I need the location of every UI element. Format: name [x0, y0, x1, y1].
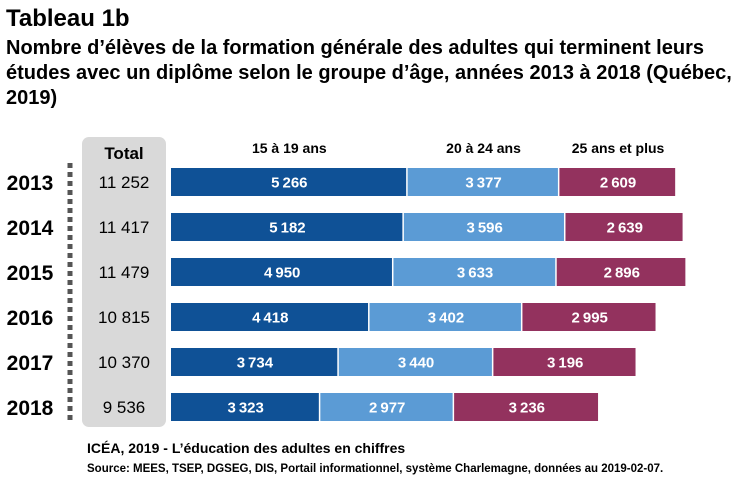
bar-segment — [565, 213, 683, 241]
data-label: 3 596 — [466, 220, 502, 237]
bar-segment — [171, 258, 392, 286]
legend-label: 25 ans et plus — [572, 140, 665, 156]
bar-segment — [369, 303, 521, 331]
chart-heading: Tableau 1b Nombre d’élèves de la formati… — [6, 4, 751, 111]
data-label: 3 323 — [227, 400, 263, 417]
bar-segment — [338, 348, 492, 376]
bar-segment — [171, 213, 403, 241]
bar-segment — [171, 168, 407, 196]
source-note: Source: MEES, TSEP, DGSEG, DIS, Portail … — [87, 463, 664, 475]
bar-segment — [559, 168, 676, 196]
data-label: 3 377 — [465, 175, 501, 192]
bar-segment — [407, 168, 558, 196]
chart-rows: 2013 11 252 5 266 3 377 2 609 2014 11 417 5 182… — [7, 168, 686, 421]
data-label: 3 236 — [509, 400, 545, 417]
data-label: 2 977 — [369, 400, 405, 417]
year-label: 2013 — [7, 172, 54, 195]
year-label: 2017 — [7, 352, 54, 375]
total-value: 10 370 — [98, 353, 150, 372]
data-label: 2 995 — [572, 310, 608, 327]
bar-segment — [393, 258, 556, 286]
total-value: 11 417 — [99, 218, 150, 237]
bar-segment — [493, 348, 636, 376]
total-value: 11 252 — [99, 173, 150, 192]
legend-label: 15 à 19 ans — [252, 140, 327, 156]
total-column-background — [82, 137, 166, 427]
bar-segment — [171, 303, 369, 331]
data-label: 2 639 — [607, 220, 643, 237]
bar-segment — [556, 258, 686, 286]
bar-segment — [320, 393, 453, 421]
data-label: 2 609 — [600, 175, 636, 192]
data-label: 3 633 — [457, 265, 493, 282]
data-label: 4 418 — [252, 310, 288, 327]
total-value: 10 815 — [98, 308, 150, 327]
citation: ICÉA, 2019 - L’éducation des adultes en … — [87, 440, 406, 456]
total-value: 11 479 — [99, 263, 150, 282]
legend-label: 20 à 24 ans — [446, 140, 521, 156]
data-label: 5 182 — [269, 220, 305, 237]
total-value: 9 536 — [103, 398, 146, 417]
year-label: 2015 — [7, 262, 54, 285]
data-label: 3 402 — [428, 310, 464, 327]
bar-segment — [522, 303, 656, 331]
table-label: Tableau 1b — [6, 5, 130, 32]
total-header: Total — [104, 144, 143, 163]
data-label: 2 896 — [604, 265, 640, 282]
chart-title: Nombre d’élèves de la formation générale… — [6, 37, 732, 109]
legend: 15 à 19 ans 20 à 24 ans 25 ans et plus — [252, 140, 665, 156]
data-label: 5 266 — [271, 175, 307, 192]
bar-segment — [171, 393, 319, 421]
data-label: 4 950 — [264, 265, 300, 282]
data-label: 3 734 — [237, 355, 274, 372]
data-label: 3 196 — [547, 355, 583, 372]
data-label: 3 440 — [398, 355, 434, 372]
year-label: 2016 — [7, 307, 54, 330]
bar-segment — [454, 393, 599, 421]
bar-segment — [171, 348, 338, 376]
bar-segment — [403, 213, 564, 241]
year-label: 2018 — [7, 397, 54, 420]
year-label: 2014 — [7, 217, 54, 240]
